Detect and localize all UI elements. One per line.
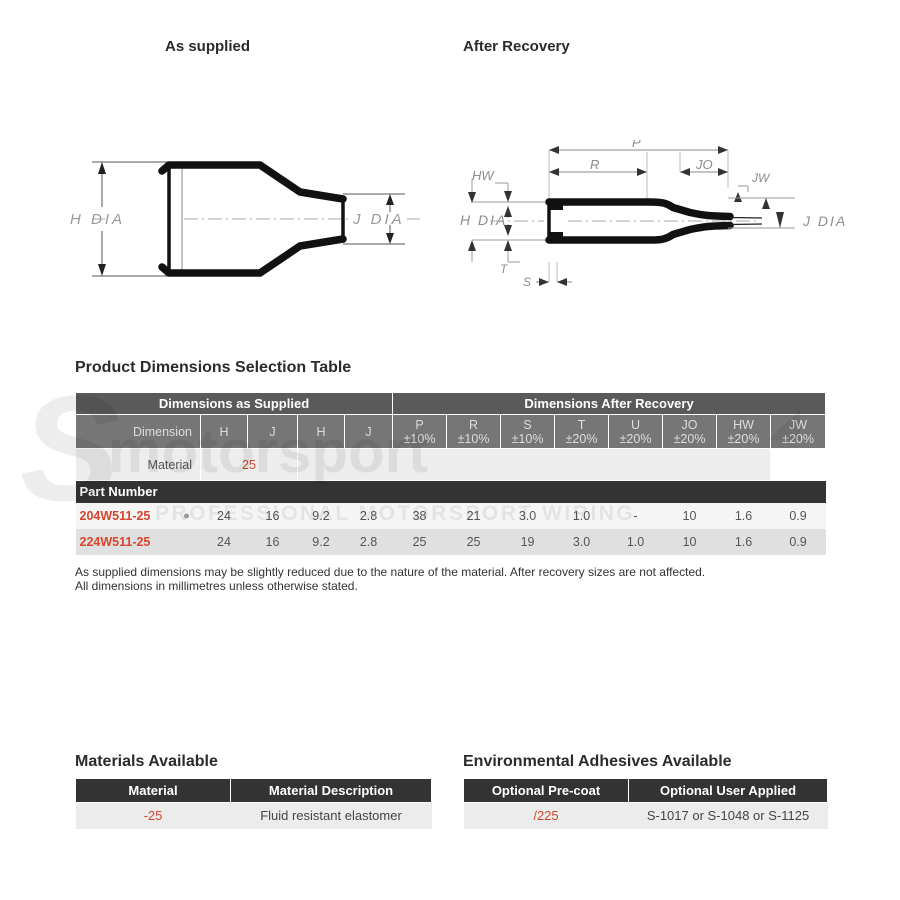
svg-text:HW: HW [472, 168, 495, 183]
svg-text:J DIA: J DIA [352, 211, 405, 228]
svg-text:H DIA: H DIA [460, 212, 507, 228]
svg-text:J DIA: J DIA [802, 213, 847, 229]
svg-text:T: T [500, 262, 509, 276]
svg-text:JO: JO [695, 157, 713, 172]
svg-text:R: R [590, 157, 599, 172]
svg-text:H DIA: H DIA [70, 211, 125, 228]
svg-text:JW: JW [751, 171, 771, 185]
svg-text:S: S [523, 275, 531, 289]
svg-text:P: P [632, 140, 641, 150]
